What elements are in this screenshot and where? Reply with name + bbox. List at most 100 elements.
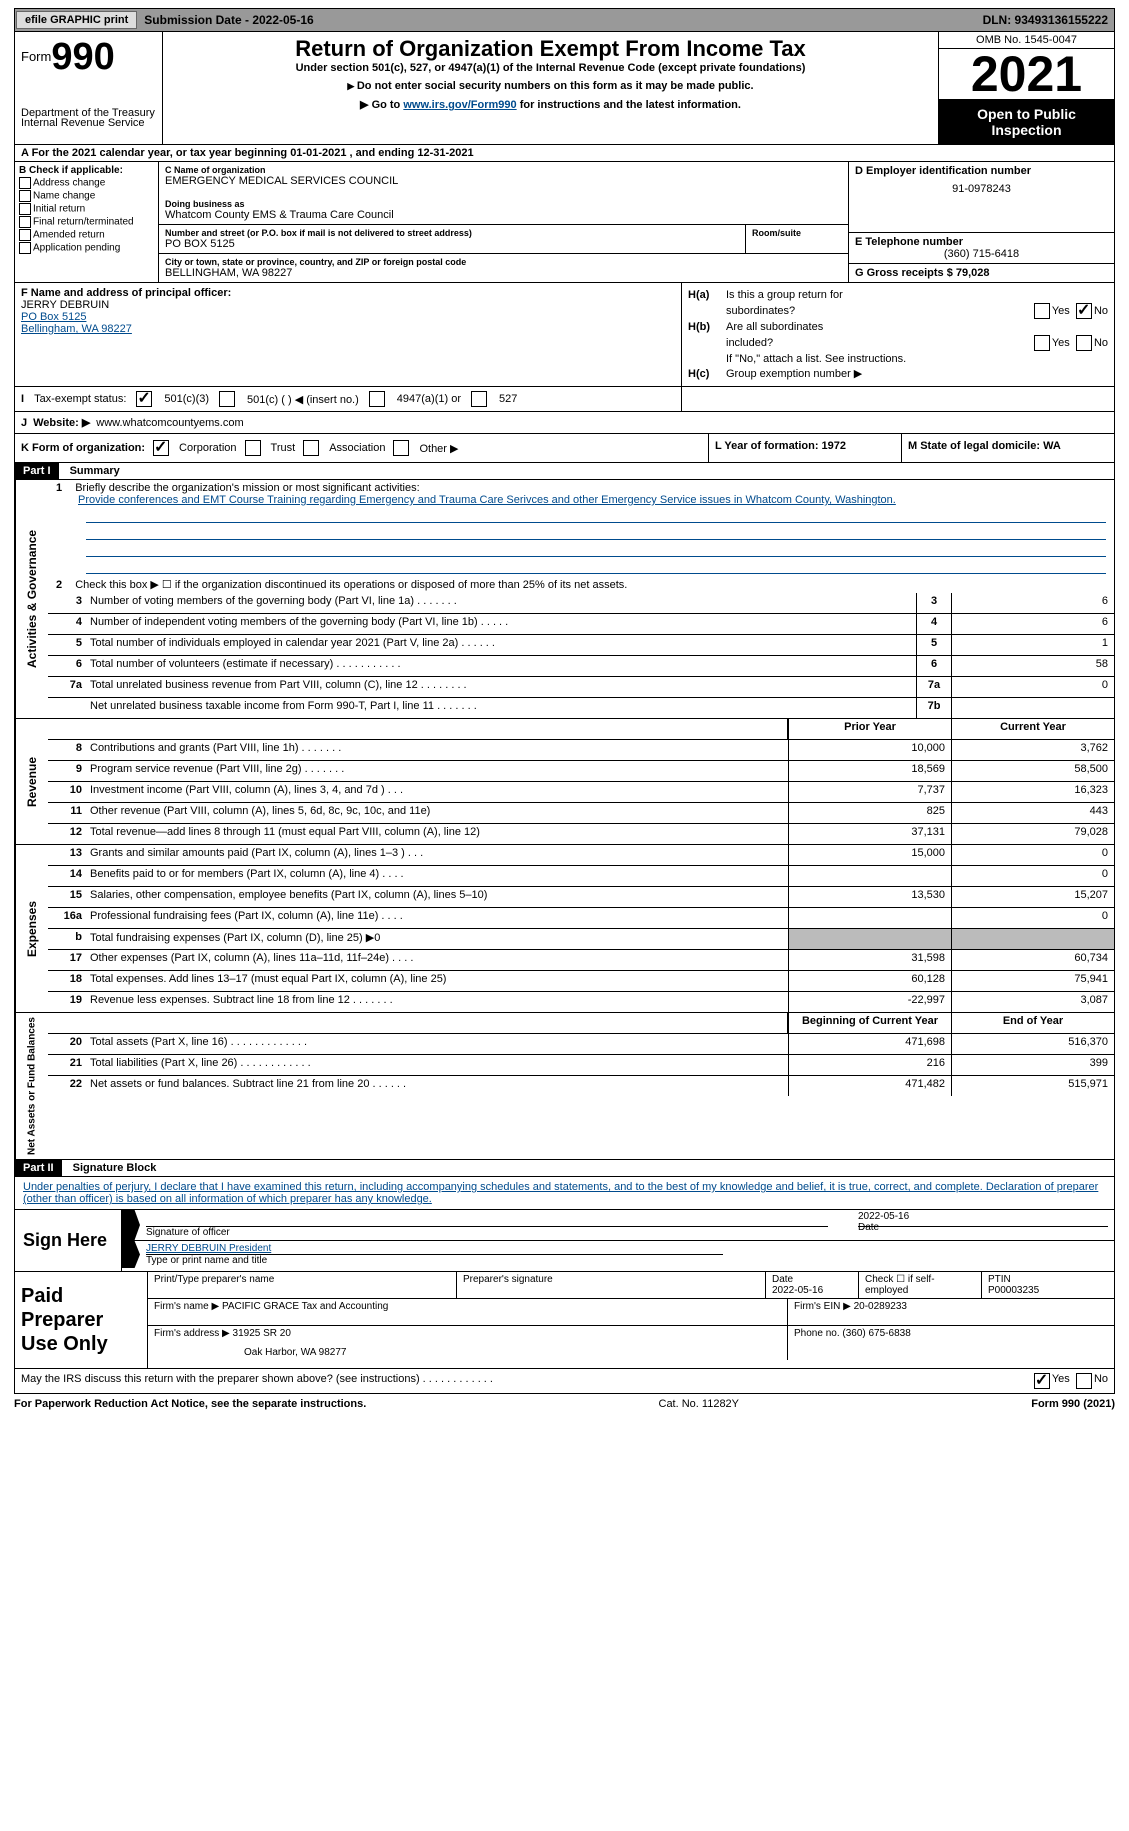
summary-row: 3Number of voting members of the governi… bbox=[48, 593, 1114, 614]
signature-block: Under penalties of perjury, I declare th… bbox=[14, 1177, 1115, 1272]
officer-name: JERRY DEBRUIN bbox=[21, 299, 675, 311]
summary-row: 9Program service revenue (Part VIII, lin… bbox=[48, 761, 1114, 782]
form-990-page: efile GRAPHIC print Submission Date - 20… bbox=[0, 0, 1129, 1422]
city-state-zip: BELLINGHAM, WA 98227 bbox=[165, 267, 842, 279]
row-k-l-m: K Form of organization: Corporation Trus… bbox=[14, 434, 1115, 463]
row-j-website: J Website: ▶ www.whatcomcountyems.com bbox=[14, 412, 1115, 434]
dln-label: DLN: 93493136155222 bbox=[977, 13, 1114, 27]
part-i-header: Part I Summary bbox=[14, 463, 1115, 480]
chk-discuss-no[interactable] bbox=[1076, 1373, 1092, 1389]
summary-row: 10Investment income (Part VIII, column (… bbox=[48, 782, 1114, 803]
form-number: Form990 bbox=[21, 36, 156, 79]
firm-ein: Firm's EIN ▶ 20-0289233 bbox=[788, 1299, 1114, 1325]
summary-row: Net unrelated business taxable income fr… bbox=[48, 698, 1114, 718]
chk-501c[interactable] bbox=[219, 391, 235, 407]
chk-trust[interactable] bbox=[245, 440, 261, 456]
col-d-ein-phone: D Employer identification number 91-0978… bbox=[849, 162, 1114, 282]
org-name: EMERGENCY MEDICAL SERVICES COUNCIL bbox=[165, 175, 842, 187]
discuss-row: May the IRS discuss this return with the… bbox=[14, 1369, 1115, 1394]
ein-value: 91-0978243 bbox=[855, 183, 1108, 195]
summary-row: 8Contributions and grants (Part VIII, li… bbox=[48, 740, 1114, 761]
prep-date: 2022-05-16 bbox=[772, 1285, 823, 1296]
perjury-declaration: Under penalties of perjury, I declare th… bbox=[15, 1177, 1114, 1209]
chk-name-change[interactable] bbox=[19, 190, 31, 202]
paid-preparer-block: Paid Preparer Use Only Print/Type prepar… bbox=[14, 1272, 1115, 1369]
row-a-tax-year: A For the 2021 calendar year, or tax yea… bbox=[14, 145, 1115, 162]
subtitle-1: Under section 501(c), 527, or 4947(a)(1)… bbox=[167, 62, 934, 74]
chk-ha-yes[interactable] bbox=[1034, 303, 1050, 319]
summary-row: 18Total expenses. Add lines 13–17 (must … bbox=[48, 971, 1114, 992]
summary-row: 6Total number of volunteers (estimate if… bbox=[48, 656, 1114, 677]
row-f-h: F Name and address of principal officer:… bbox=[14, 283, 1115, 387]
chk-corp[interactable] bbox=[153, 440, 169, 456]
form-title: Return of Organization Exempt From Incom… bbox=[167, 36, 934, 62]
chk-assoc[interactable] bbox=[303, 440, 319, 456]
submission-date: Submission Date - 2022-05-16 bbox=[138, 13, 319, 27]
row-i-tax-status: I Tax-exempt status: 501(c)(3) 501(c) ( … bbox=[14, 387, 1115, 412]
section-activities-governance: Activities & Governance 1 Briefly descri… bbox=[14, 480, 1115, 719]
chk-501c3[interactable] bbox=[136, 391, 152, 407]
chk-discuss-yes[interactable] bbox=[1034, 1373, 1050, 1389]
efile-print-button[interactable]: efile GRAPHIC print bbox=[16, 11, 137, 29]
summary-row: 7aTotal unrelated business revenue from … bbox=[48, 677, 1114, 698]
section-net-assets: Net Assets or Fund Balances Beginning of… bbox=[14, 1013, 1115, 1160]
entity-info-grid: B Check if applicable: Address change Na… bbox=[14, 162, 1115, 283]
firm-addr2: Oak Harbor, WA 98277 bbox=[244, 1347, 781, 1358]
summary-row: 19Revenue less expenses. Subtract line 1… bbox=[48, 992, 1114, 1012]
chk-527[interactable] bbox=[471, 391, 487, 407]
summary-row: 13Grants and similar amounts paid (Part … bbox=[48, 845, 1114, 866]
chk-hb-no[interactable] bbox=[1076, 335, 1092, 351]
chk-hb-yes[interactable] bbox=[1034, 335, 1050, 351]
signature-arrow-icon bbox=[122, 1241, 140, 1268]
subtitle-2: Do not enter social security numbers on … bbox=[167, 80, 934, 92]
ptin: P00003235 bbox=[988, 1285, 1039, 1296]
summary-row: 14Benefits paid to or for members (Part … bbox=[48, 866, 1114, 887]
sig-date: 2022-05-16 bbox=[858, 1211, 1108, 1222]
state-domicile: M State of legal domicile: WA bbox=[902, 434, 1114, 462]
year-formation: L Year of formation: 1972 bbox=[709, 434, 902, 462]
signature-arrow-icon bbox=[122, 1210, 140, 1240]
chk-final-return[interactable] bbox=[19, 216, 31, 228]
summary-row: 15Salaries, other compensation, employee… bbox=[48, 887, 1114, 908]
summary-row: 5Total number of individuals employed in… bbox=[48, 635, 1114, 656]
summary-row: 17Other expenses (Part IX, column (A), l… bbox=[48, 950, 1114, 971]
firm-addr1: 31925 SR 20 bbox=[233, 1328, 291, 1339]
website-value: www.whatcomcountyems.com bbox=[96, 417, 243, 429]
chk-initial-return[interactable] bbox=[19, 203, 31, 215]
summary-row: 22Net assets or fund balances. Subtract … bbox=[48, 1076, 1114, 1096]
sign-here-label: Sign Here bbox=[15, 1210, 122, 1271]
chk-other[interactable] bbox=[393, 440, 409, 456]
officer-name-title: JERRY DEBRUIN President bbox=[146, 1243, 723, 1255]
section-expenses: Expenses 13Grants and similar amounts pa… bbox=[14, 845, 1115, 1013]
top-bar: efile GRAPHIC print Submission Date - 20… bbox=[14, 8, 1115, 32]
officer-addr2: Bellingham, WA 98227 bbox=[21, 323, 675, 335]
subtitle-3: ▶ Go to www.irs.gov/Form990 for instruct… bbox=[167, 98, 934, 111]
gross-receipts: G Gross receipts $ 79,028 bbox=[855, 267, 1108, 279]
mission-text: Provide conferences and EMT Course Train… bbox=[78, 494, 896, 506]
summary-row: 11Other revenue (Part VIII, column (A), … bbox=[48, 803, 1114, 824]
dba-name: Whatcom County EMS & Trauma Care Council bbox=[165, 209, 842, 221]
part-ii-header: Part II Signature Block bbox=[14, 1160, 1115, 1177]
summary-row: 4Number of independent voting members of… bbox=[48, 614, 1114, 635]
phone-value: (360) 715-6418 bbox=[855, 248, 1108, 260]
chk-4947[interactable] bbox=[369, 391, 385, 407]
tax-year: 2021 bbox=[939, 49, 1114, 100]
chk-amended[interactable] bbox=[19, 229, 31, 241]
irs-link[interactable]: www.irs.gov/Form990 bbox=[403, 99, 516, 111]
chk-app-pending[interactable] bbox=[19, 242, 31, 254]
street-address: PO BOX 5125 bbox=[165, 238, 739, 250]
page-footer: For Paperwork Reduction Act Notice, see … bbox=[14, 1394, 1115, 1414]
col-b-checkboxes: B Check if applicable: Address change Na… bbox=[15, 162, 159, 282]
summary-row: 20Total assets (Part X, line 16) . . . .… bbox=[48, 1034, 1114, 1055]
summary-row: 21Total liabilities (Part X, line 26) . … bbox=[48, 1055, 1114, 1076]
col-c-org-info: C Name of organization EMERGENCY MEDICAL… bbox=[159, 162, 849, 282]
summary-row: 16aProfessional fundraising fees (Part I… bbox=[48, 908, 1114, 929]
firm-phone: Phone no. (360) 675-6838 bbox=[788, 1326, 1114, 1360]
chk-address-change[interactable] bbox=[19, 177, 31, 189]
section-revenue: Revenue Prior Year Current Year 8Contrib… bbox=[14, 719, 1115, 845]
officer-addr1: PO Box 5125 bbox=[21, 311, 675, 323]
summary-row: bTotal fundraising expenses (Part IX, co… bbox=[48, 929, 1114, 950]
irs-label: Internal Revenue Service bbox=[21, 117, 156, 129]
form-header: Form990 Department of the Treasury Inter… bbox=[14, 32, 1115, 145]
chk-ha-no[interactable] bbox=[1076, 303, 1092, 319]
